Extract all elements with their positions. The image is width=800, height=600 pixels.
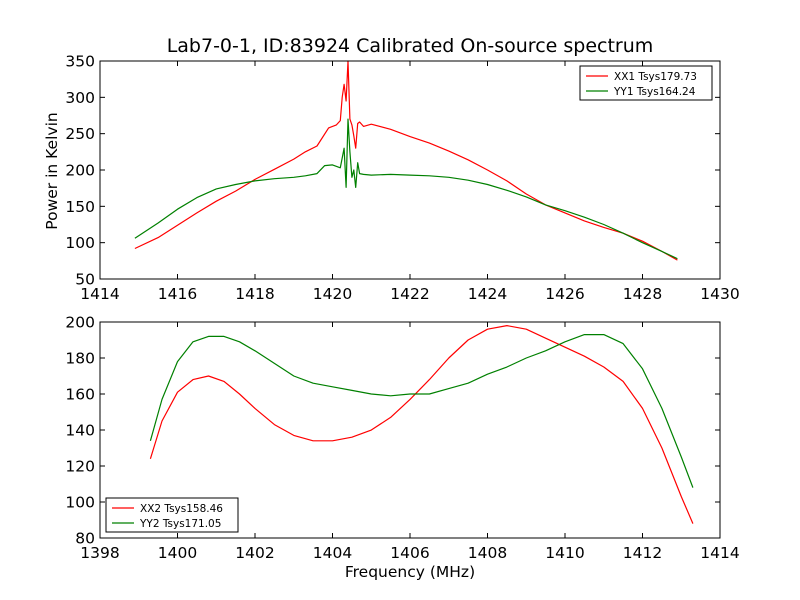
y-axis-label: Power in Kelvin (43, 112, 61, 229)
legend-label: YY2 Tsys171.05 (139, 518, 221, 530)
x-tick-label: 1424 (468, 285, 507, 303)
x-tick-label: 1410 (545, 544, 584, 562)
y-tick-label: 180 (65, 350, 95, 368)
x-tick-label: 1408 (468, 544, 507, 562)
x-tick-label: 1416 (158, 285, 197, 303)
y-tick-label: 120 (65, 458, 95, 476)
legend: XX2 Tsys158.46 YY2 Tsys171.05 (105, 497, 239, 533)
x-tick-label: 1428 (623, 285, 662, 303)
x-axis-label: Frequency (MHz) (345, 563, 475, 581)
y-tick-label: 140 (65, 422, 95, 440)
y-tick-label: 100 (65, 234, 95, 252)
series-line-2 (134, 118, 678, 260)
legend-label: XX2 Tsys158.46 (140, 503, 223, 515)
series-line-1 (149, 325, 694, 524)
x-tick-label: 1430 (700, 285, 739, 303)
legend-box (105, 497, 239, 533)
legend-label: YY1 Tsys164.24 (613, 86, 696, 98)
y-tick-label: 80 (75, 530, 95, 548)
x-tick-label: 1414 (700, 544, 739, 562)
y-tick-label: 150 (65, 198, 95, 216)
x-tick-label: 1404 (313, 544, 352, 562)
chart-title: Lab7-0-1, ID:83924 Calibrated On-source … (167, 35, 654, 57)
y-tick-label: 200 (65, 162, 95, 180)
bottom-plot: 1398 1400 1402 1404 1406 1408 1410 1412 1414 80 10… (65, 314, 739, 563)
x-tick-label: 1420 (313, 285, 352, 303)
y-tick-label: 100 (65, 494, 95, 512)
top-plot: 1414 1416 1418 1420 1422 1424 1426 1428 1430 50 10… (65, 53, 739, 304)
legend: XX1 Tsys179.73 YY1 Tsys164.24 (579, 65, 713, 101)
x-tick-label: 1422 (390, 285, 429, 303)
y-tick-label: 50 (75, 271, 95, 289)
x-tick-label: 1414 (80, 285, 119, 303)
series-line-2 (149, 334, 694, 488)
x-tick-label: 1418 (235, 285, 274, 303)
x-tick-label: 1398 (80, 544, 119, 562)
y-tick-label: 200 (65, 314, 95, 332)
y-tick-label: 250 (65, 125, 95, 143)
x-tick-label: 1426 (545, 285, 584, 303)
y-tick-label: 160 (65, 386, 95, 404)
x-tick-label: 1400 (158, 544, 197, 562)
x-tick-label: 1406 (390, 544, 429, 562)
y-tick-label: 350 (65, 53, 95, 71)
x-tick-label: 1402 (235, 544, 274, 562)
y-tick-label: 300 (65, 89, 95, 107)
legend-box (579, 65, 713, 101)
x-tick-label: 1412 (623, 544, 662, 562)
legend-label: XX1 Tsys179.73 (614, 71, 697, 83)
